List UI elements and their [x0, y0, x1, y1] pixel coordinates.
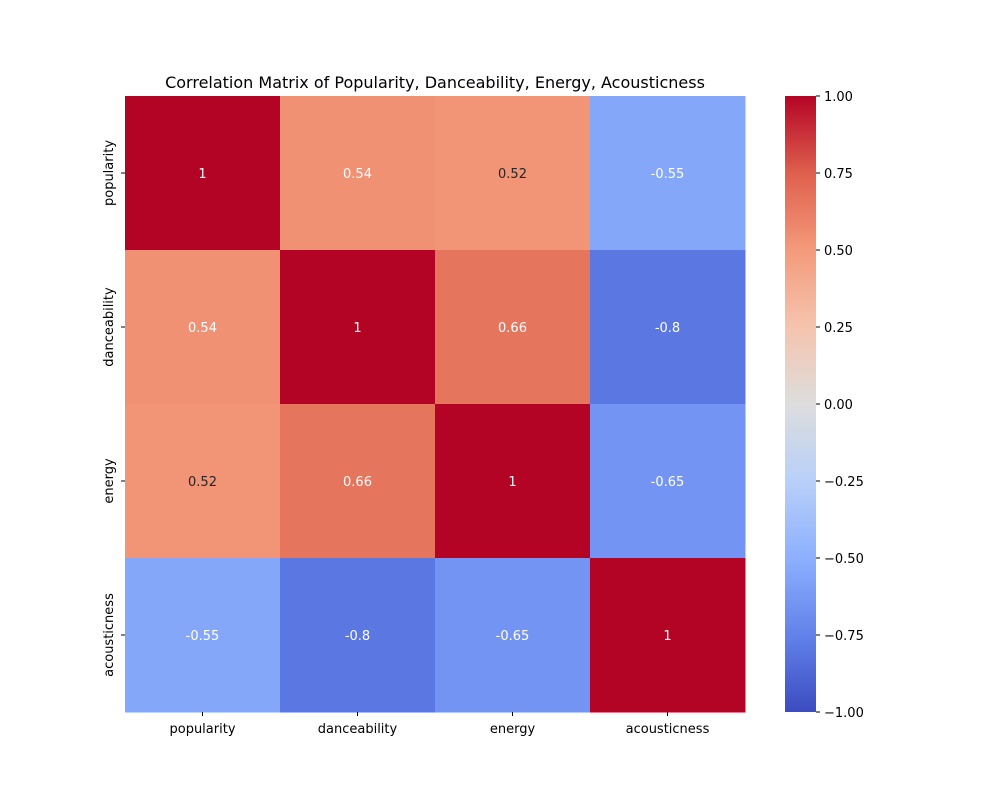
y-tick-label: energy [102, 458, 117, 504]
colorbar-gradient [785, 96, 816, 712]
cell-value-label: -0.65 [496, 629, 530, 644]
colorbar-tick-label: 0.75 [824, 167, 853, 182]
colorbar-tick-label: 1.00 [824, 90, 853, 105]
cell-value-label: -0.55 [651, 167, 685, 182]
cell-value-label: -0.8 [655, 321, 680, 336]
heatmap-cell [590, 250, 746, 405]
x-tick-label: acousticness [626, 722, 710, 737]
cell-value-label: 1 [508, 475, 516, 490]
heatmap-cell [280, 404, 436, 559]
heatmap-cell [590, 96, 746, 251]
y-tick-label: danceability [102, 287, 117, 367]
cell-value-label: 0.54 [343, 167, 372, 182]
heatmap-cell [280, 558, 436, 713]
heatmap-cell [435, 250, 591, 405]
heatmap-cell [280, 96, 436, 251]
colorbar-tick-label: 0.25 [824, 321, 853, 336]
y-tick-label: acousticness [102, 593, 117, 677]
cell-value-label: 1 [353, 321, 361, 336]
colorbar-tick-label: 0.50 [824, 244, 853, 259]
colorbar-tick-label: −1.00 [824, 706, 864, 721]
x-axis: popularity danceability energy acousticness [169, 712, 710, 737]
heatmap-cell [435, 96, 591, 251]
heatmap-cell [125, 404, 281, 559]
cell-value-label: -0.8 [345, 629, 370, 644]
heatmap-cell [590, 404, 746, 559]
chart-title: Correlation Matrix of Popularity, Dancea… [165, 73, 705, 92]
cell-value-label: 0.52 [498, 167, 527, 182]
heatmap-cell [125, 96, 281, 251]
colorbar-tick-label: −0.75 [824, 629, 864, 644]
y-tick-label: popularity [102, 140, 117, 206]
cell-value-label: 0.52 [188, 475, 217, 490]
cell-value-label: 0.66 [343, 475, 372, 490]
x-tick-label: energy [490, 722, 536, 737]
heatmap-cell [280, 250, 436, 405]
x-tick-label: popularity [169, 722, 235, 737]
heatmap-cells: 1 0.54 0.52 -0.55 0.54 1 0.66 -0.8 0.52 0.66 1 -0.6… [125, 96, 746, 713]
colorbar-tick-label: −0.50 [824, 552, 864, 567]
y-axis: popularity danceability energy acousticness [102, 140, 125, 677]
cell-value-label: -0.65 [651, 475, 685, 490]
cell-value-label: -0.55 [186, 629, 220, 644]
x-tick-label: danceability [318, 722, 398, 737]
heatmap-cell [435, 404, 591, 559]
cell-value-label: 0.66 [498, 321, 527, 336]
cell-value-label: 0.54 [188, 321, 217, 336]
cell-value-label: 1 [663, 629, 671, 644]
colorbar-tick-label: 0.00 [824, 398, 853, 413]
cell-value-label: 1 [198, 167, 206, 182]
heatmap-cell [125, 250, 281, 405]
colorbar: 1.00 0.75 0.50 0.25 0.00 −0.25 −0.50 −0.75 −1.00 [785, 90, 864, 721]
heatmap-cell [435, 558, 591, 713]
colorbar-tick-label: −0.25 [824, 475, 864, 490]
heatmap-cell [590, 558, 746, 713]
heatmap-cell [125, 558, 281, 713]
